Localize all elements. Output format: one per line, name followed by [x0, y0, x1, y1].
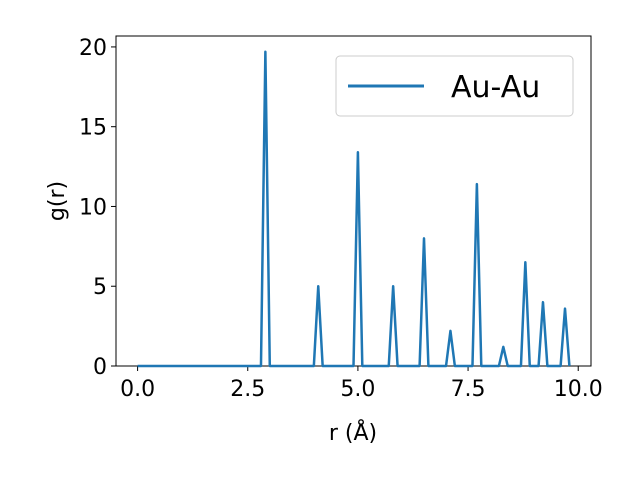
- y-tick-label: 15: [79, 116, 107, 141]
- x-tick-label: 7.5: [451, 377, 486, 402]
- data-line: [137, 50, 571, 368]
- y-tick-label: 5: [93, 275, 107, 300]
- x-tick-label: 5.0: [340, 377, 375, 402]
- x-tick-label: 0.0: [120, 377, 155, 402]
- x-axis-label: r (Å): [329, 419, 377, 446]
- y-tick-label: 10: [79, 195, 107, 220]
- legend-box: [335, 55, 574, 117]
- x-tick-label: 10.0: [554, 377, 603, 402]
- x-tick-label: 2.5: [230, 377, 265, 402]
- y-tick-label: 20: [79, 36, 107, 61]
- y-axis-label: g(r): [45, 181, 70, 221]
- y-tick-label: 0: [93, 355, 107, 380]
- legend-label: Au-Au: [451, 70, 540, 105]
